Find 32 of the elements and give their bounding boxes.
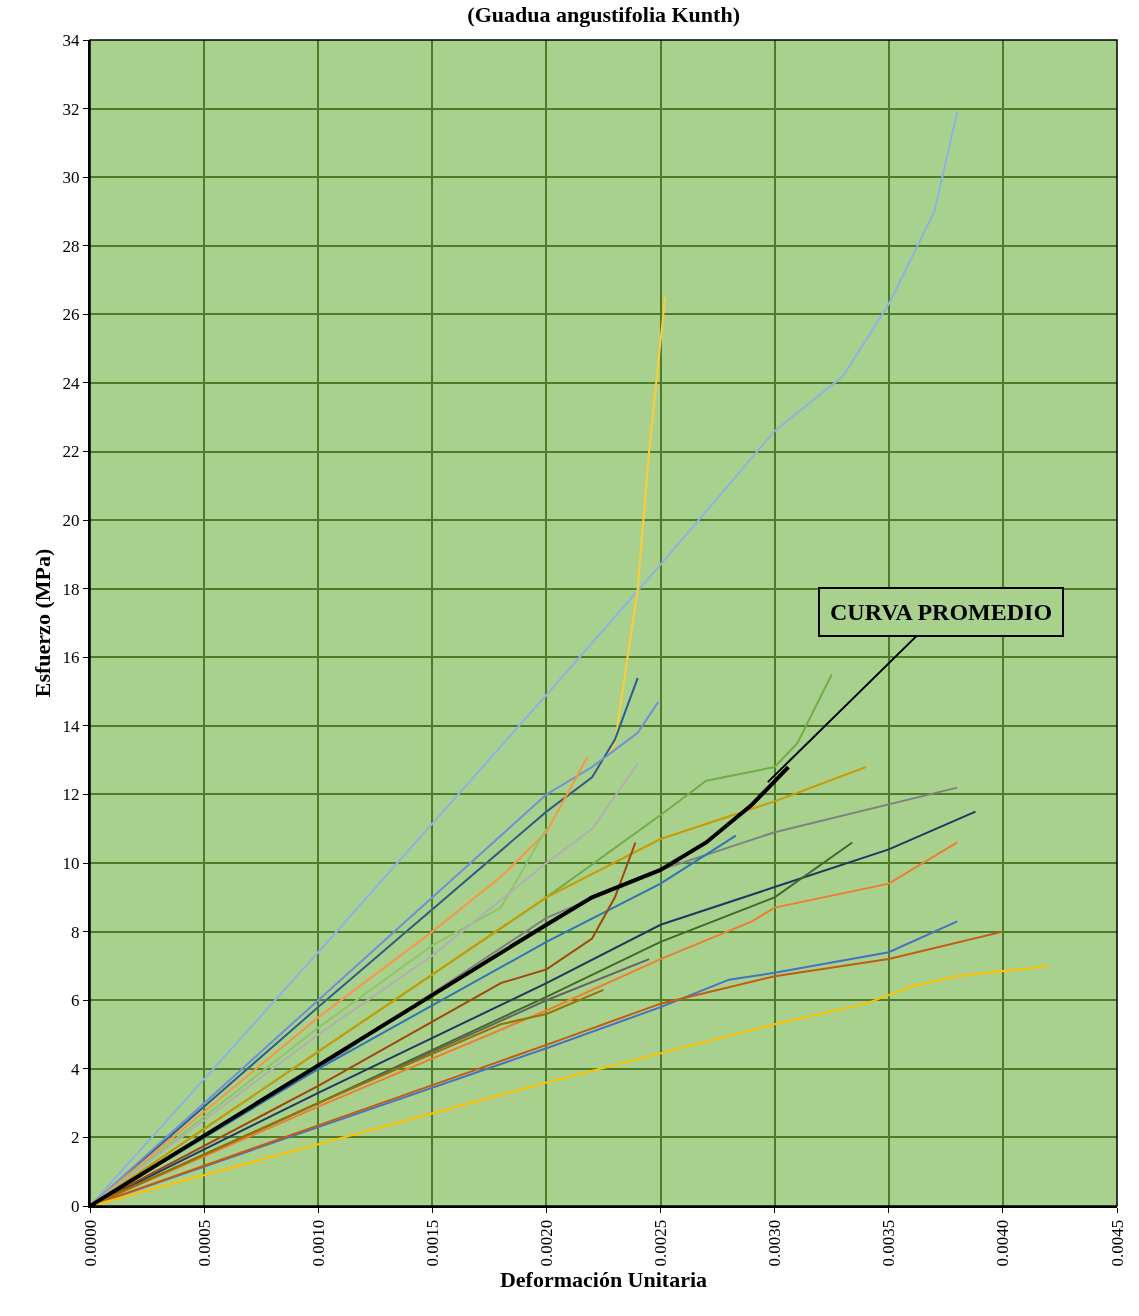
- x-tick-label: 0.0005: [194, 1219, 214, 1267]
- y-tick-label: 18: [62, 579, 80, 599]
- y-tick-label: 16: [62, 648, 80, 668]
- annotation: CURVA PROMEDIO: [830, 599, 1053, 625]
- y-tick-label: 4: [71, 1059, 81, 1079]
- x-tick-label: 0.0010: [308, 1219, 328, 1267]
- y-tick-label: 14: [62, 716, 81, 736]
- y-tick-label: 22: [62, 442, 80, 462]
- x-tick-label: 0.0025: [651, 1219, 671, 1267]
- x-tick-label: 0.0030: [765, 1219, 785, 1267]
- y-tick-label: 2: [71, 1128, 80, 1148]
- x-tick-label: 0.0015: [422, 1219, 442, 1267]
- x-tick-label: 0.0040: [993, 1219, 1013, 1267]
- x-tick-label: 0.0020: [536, 1219, 556, 1267]
- y-tick-label: 24: [62, 373, 81, 393]
- y-tick-label: 6: [71, 991, 80, 1011]
- x-axis-title: Deformación Unitaria: [499, 1266, 708, 1292]
- y-tick-label: 12: [62, 785, 80, 805]
- y-tick-label: 32: [62, 99, 80, 119]
- y-tick-label: 26: [62, 305, 80, 325]
- x-tick-label: 0.0045: [1107, 1219, 1127, 1267]
- y-tick-label: 0: [71, 1196, 80, 1216]
- y-tick-label: 20: [62, 511, 80, 531]
- y-tick-label: 8: [71, 922, 80, 942]
- x-tick-label: 0.0035: [879, 1219, 899, 1267]
- y-tick-label: 10: [62, 854, 80, 874]
- y-tick-label: 30: [62, 168, 80, 188]
- x-tick-label: 0.0000: [80, 1219, 100, 1267]
- chart-title: (Guadua angustifolia Kunth): [467, 1, 740, 27]
- y-tick-label: 28: [62, 236, 80, 256]
- y-axis-title: Esfuerzo (MPa): [29, 548, 55, 698]
- y-tick-label: 34: [62, 30, 81, 50]
